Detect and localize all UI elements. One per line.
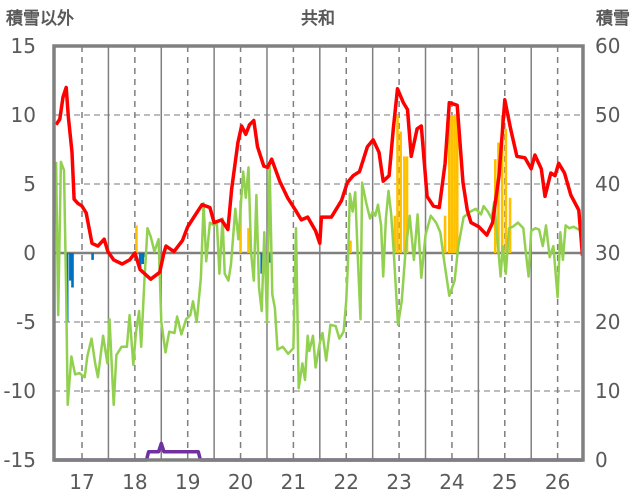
orange-bar bbox=[135, 225, 138, 253]
y-left-tick-label: 15 bbox=[11, 34, 36, 58]
blue-bar bbox=[71, 253, 74, 288]
y-right-tick-label: 20 bbox=[595, 310, 620, 334]
orange-bar bbox=[504, 128, 508, 253]
orange-bar bbox=[405, 156, 409, 253]
y-left-tick-label: -15 bbox=[3, 448, 36, 472]
blue-bar bbox=[268, 253, 271, 263]
x-tick-label: 19 bbox=[175, 470, 200, 494]
blue-bar bbox=[260, 253, 263, 274]
y-right-tick-label: 60 bbox=[595, 34, 620, 58]
orange-bar bbox=[447, 115, 451, 253]
y-right-tick-label: 0 bbox=[595, 448, 608, 472]
orange-bar bbox=[508, 197, 512, 253]
x-tick-label: 20 bbox=[228, 470, 253, 494]
plot-frame bbox=[52, 44, 585, 462]
blue-bar bbox=[69, 253, 72, 281]
x-tick-label: 25 bbox=[492, 470, 517, 494]
purple-series-line bbox=[54, 441, 583, 462]
x-tick-label: 21 bbox=[281, 470, 306, 494]
orange-bar bbox=[399, 131, 402, 253]
orange-bar bbox=[453, 115, 456, 253]
orange-bar bbox=[393, 215, 397, 253]
right-axis-title: 積雪 bbox=[596, 8, 630, 29]
chart-title: 共和 bbox=[301, 9, 335, 29]
blue-bar bbox=[138, 253, 142, 271]
plot-border bbox=[52, 44, 585, 462]
x-tick-label: 26 bbox=[545, 470, 570, 494]
orange-bar bbox=[455, 115, 459, 253]
orange-bar bbox=[396, 115, 399, 253]
orange-bar bbox=[403, 156, 406, 253]
y-right-tick-label: 30 bbox=[595, 241, 620, 265]
x-tick-label: 22 bbox=[334, 470, 359, 494]
red-series-line bbox=[54, 85, 585, 281]
series-lines bbox=[54, 85, 585, 462]
blue-bar bbox=[141, 253, 145, 265]
orange-bar bbox=[450, 115, 454, 253]
x-tick-label: 18 bbox=[122, 470, 147, 494]
y-left-tick-label: 0 bbox=[23, 241, 36, 265]
y-left-tick-label: -10 bbox=[3, 379, 36, 403]
y-left-tick-label: 5 bbox=[23, 172, 36, 196]
gridlines bbox=[54, 46, 583, 460]
orange-bar bbox=[500, 115, 504, 253]
y-left-tick-label: -5 bbox=[16, 310, 36, 334]
blue-bar bbox=[91, 253, 94, 260]
y-right-tick-label: 10 bbox=[595, 379, 620, 403]
orange-bar bbox=[239, 200, 242, 253]
orange-bar bbox=[443, 215, 447, 253]
orange-bar bbox=[497, 142, 500, 253]
x-tick-label: 24 bbox=[439, 470, 464, 494]
y-left-tick-label: 10 bbox=[11, 103, 36, 127]
orange-bar bbox=[247, 228, 250, 253]
left-axis-title: 積雪以外 bbox=[6, 8, 74, 29]
x-tick-label: 17 bbox=[69, 470, 94, 494]
y-right-tick-label: 40 bbox=[595, 172, 620, 196]
x-tick-label: 23 bbox=[386, 470, 411, 494]
orange-bar bbox=[349, 240, 352, 253]
y-right-tick-label: 50 bbox=[595, 103, 620, 127]
